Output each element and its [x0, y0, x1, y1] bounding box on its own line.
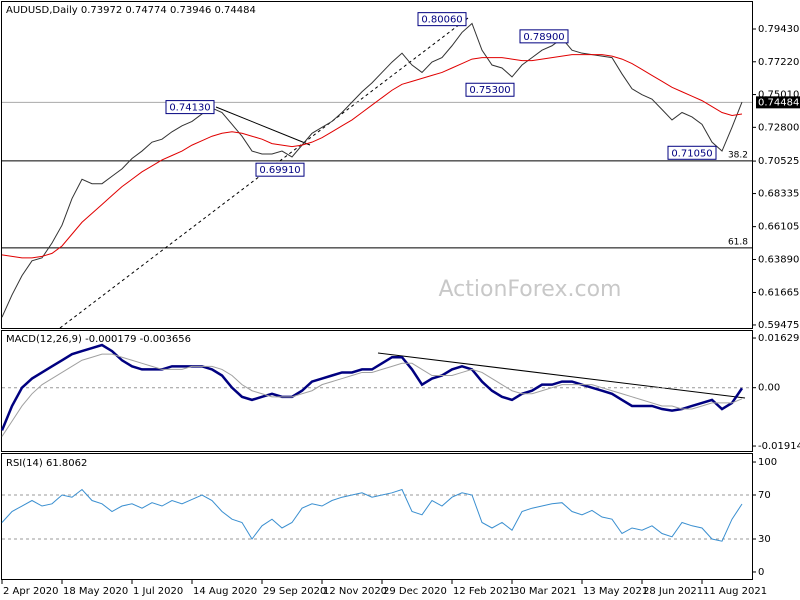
y-tick-label: 0.63890: [758, 254, 799, 265]
y-tick-label: 0.016296: [758, 333, 800, 344]
y-tick-label: 0.68335: [758, 189, 799, 200]
x-tick-label: 29 Sep 2020: [263, 586, 326, 597]
annotation-box: [255, 162, 305, 177]
x-tick-label: 13 May 2021: [583, 586, 648, 597]
price-panel: [1, 1, 753, 329]
series-line: [1, 488, 743, 542]
last-price-box: [756, 96, 800, 109]
series-line: [1, 22, 743, 318]
y-tick-label: 0.75010: [758, 90, 799, 101]
annotation-box: [465, 82, 515, 97]
watermark: ActionForex.com: [439, 277, 622, 302]
y-tick-label: 0.77220: [758, 57, 799, 68]
y-tick-label: 0.72800: [758, 122, 799, 133]
annotation-label: 0.78900: [523, 32, 564, 43]
y-tick-label: -0.019143: [758, 441, 800, 452]
x-tick-label: 14 Aug 2020: [193, 586, 257, 597]
y-tick-label: 0.00: [758, 383, 780, 394]
chart-title: MACD(12,26,9) -0.000179 -0.003656: [6, 334, 191, 345]
y-tick-label: 0: [758, 567, 764, 578]
y-tick-label: 70: [758, 490, 771, 501]
annotation-label: 0.75300: [469, 85, 510, 96]
annotation-box: [165, 100, 215, 115]
annotation-label: 0.71050: [671, 148, 712, 159]
x-tick-label: 18 May 2020: [63, 586, 128, 597]
trend-line: [59, 17, 469, 329]
trend-line: [377, 352, 746, 399]
annotation-label: 0.74130: [169, 103, 210, 114]
x-tick-label: 1 Jul 2020: [133, 586, 183, 597]
chart-title: AUDUSD,Daily 0.73972 0.74774 0.73946 0.7…: [6, 5, 256, 16]
y-tick-label: 30: [758, 534, 771, 545]
y-tick-label: 0.79430: [758, 24, 799, 35]
series-line: [0, 343, 744, 431]
y-tick-label: 0.61665: [758, 287, 799, 298]
x-tick-label: 11 Aug 2021: [703, 586, 767, 597]
chart-title: RSI(14) 61.8062: [6, 458, 87, 469]
x-tick-label: 29 Dec 2020: [383, 586, 447, 597]
x-tick-label: 30 Mar 2021: [513, 586, 576, 597]
trend-line: [215, 106, 311, 146]
macd-panel: [1, 330, 753, 452]
rsi-panel: [1, 453, 753, 580]
series-line: [1, 54, 743, 259]
y-tick-label: 0.66105: [758, 222, 799, 233]
fib-label: 61.8: [728, 237, 748, 247]
y-tick-label: 100: [758, 457, 777, 468]
annotation-box: [519, 29, 569, 44]
annotation-label: 0.69910: [259, 165, 300, 176]
x-tick-label: 2 Apr 2020: [3, 586, 58, 597]
fib-label: 38.2: [728, 150, 748, 160]
y-tick-label: 0.59475: [758, 320, 799, 331]
annotation-box: [417, 12, 467, 27]
annotation-label: 0.80060: [421, 15, 462, 26]
x-tick-label: 12 Nov 2020: [323, 586, 387, 597]
series-line: [1, 353, 743, 437]
x-tick-label: 28 Jun 2021: [643, 586, 703, 597]
annotation-box: [667, 145, 717, 160]
x-tick-label: 12 Feb 2021: [453, 586, 515, 597]
y-tick-label: 0.70525: [758, 156, 799, 167]
last-price-label: 0.74484: [758, 97, 799, 108]
